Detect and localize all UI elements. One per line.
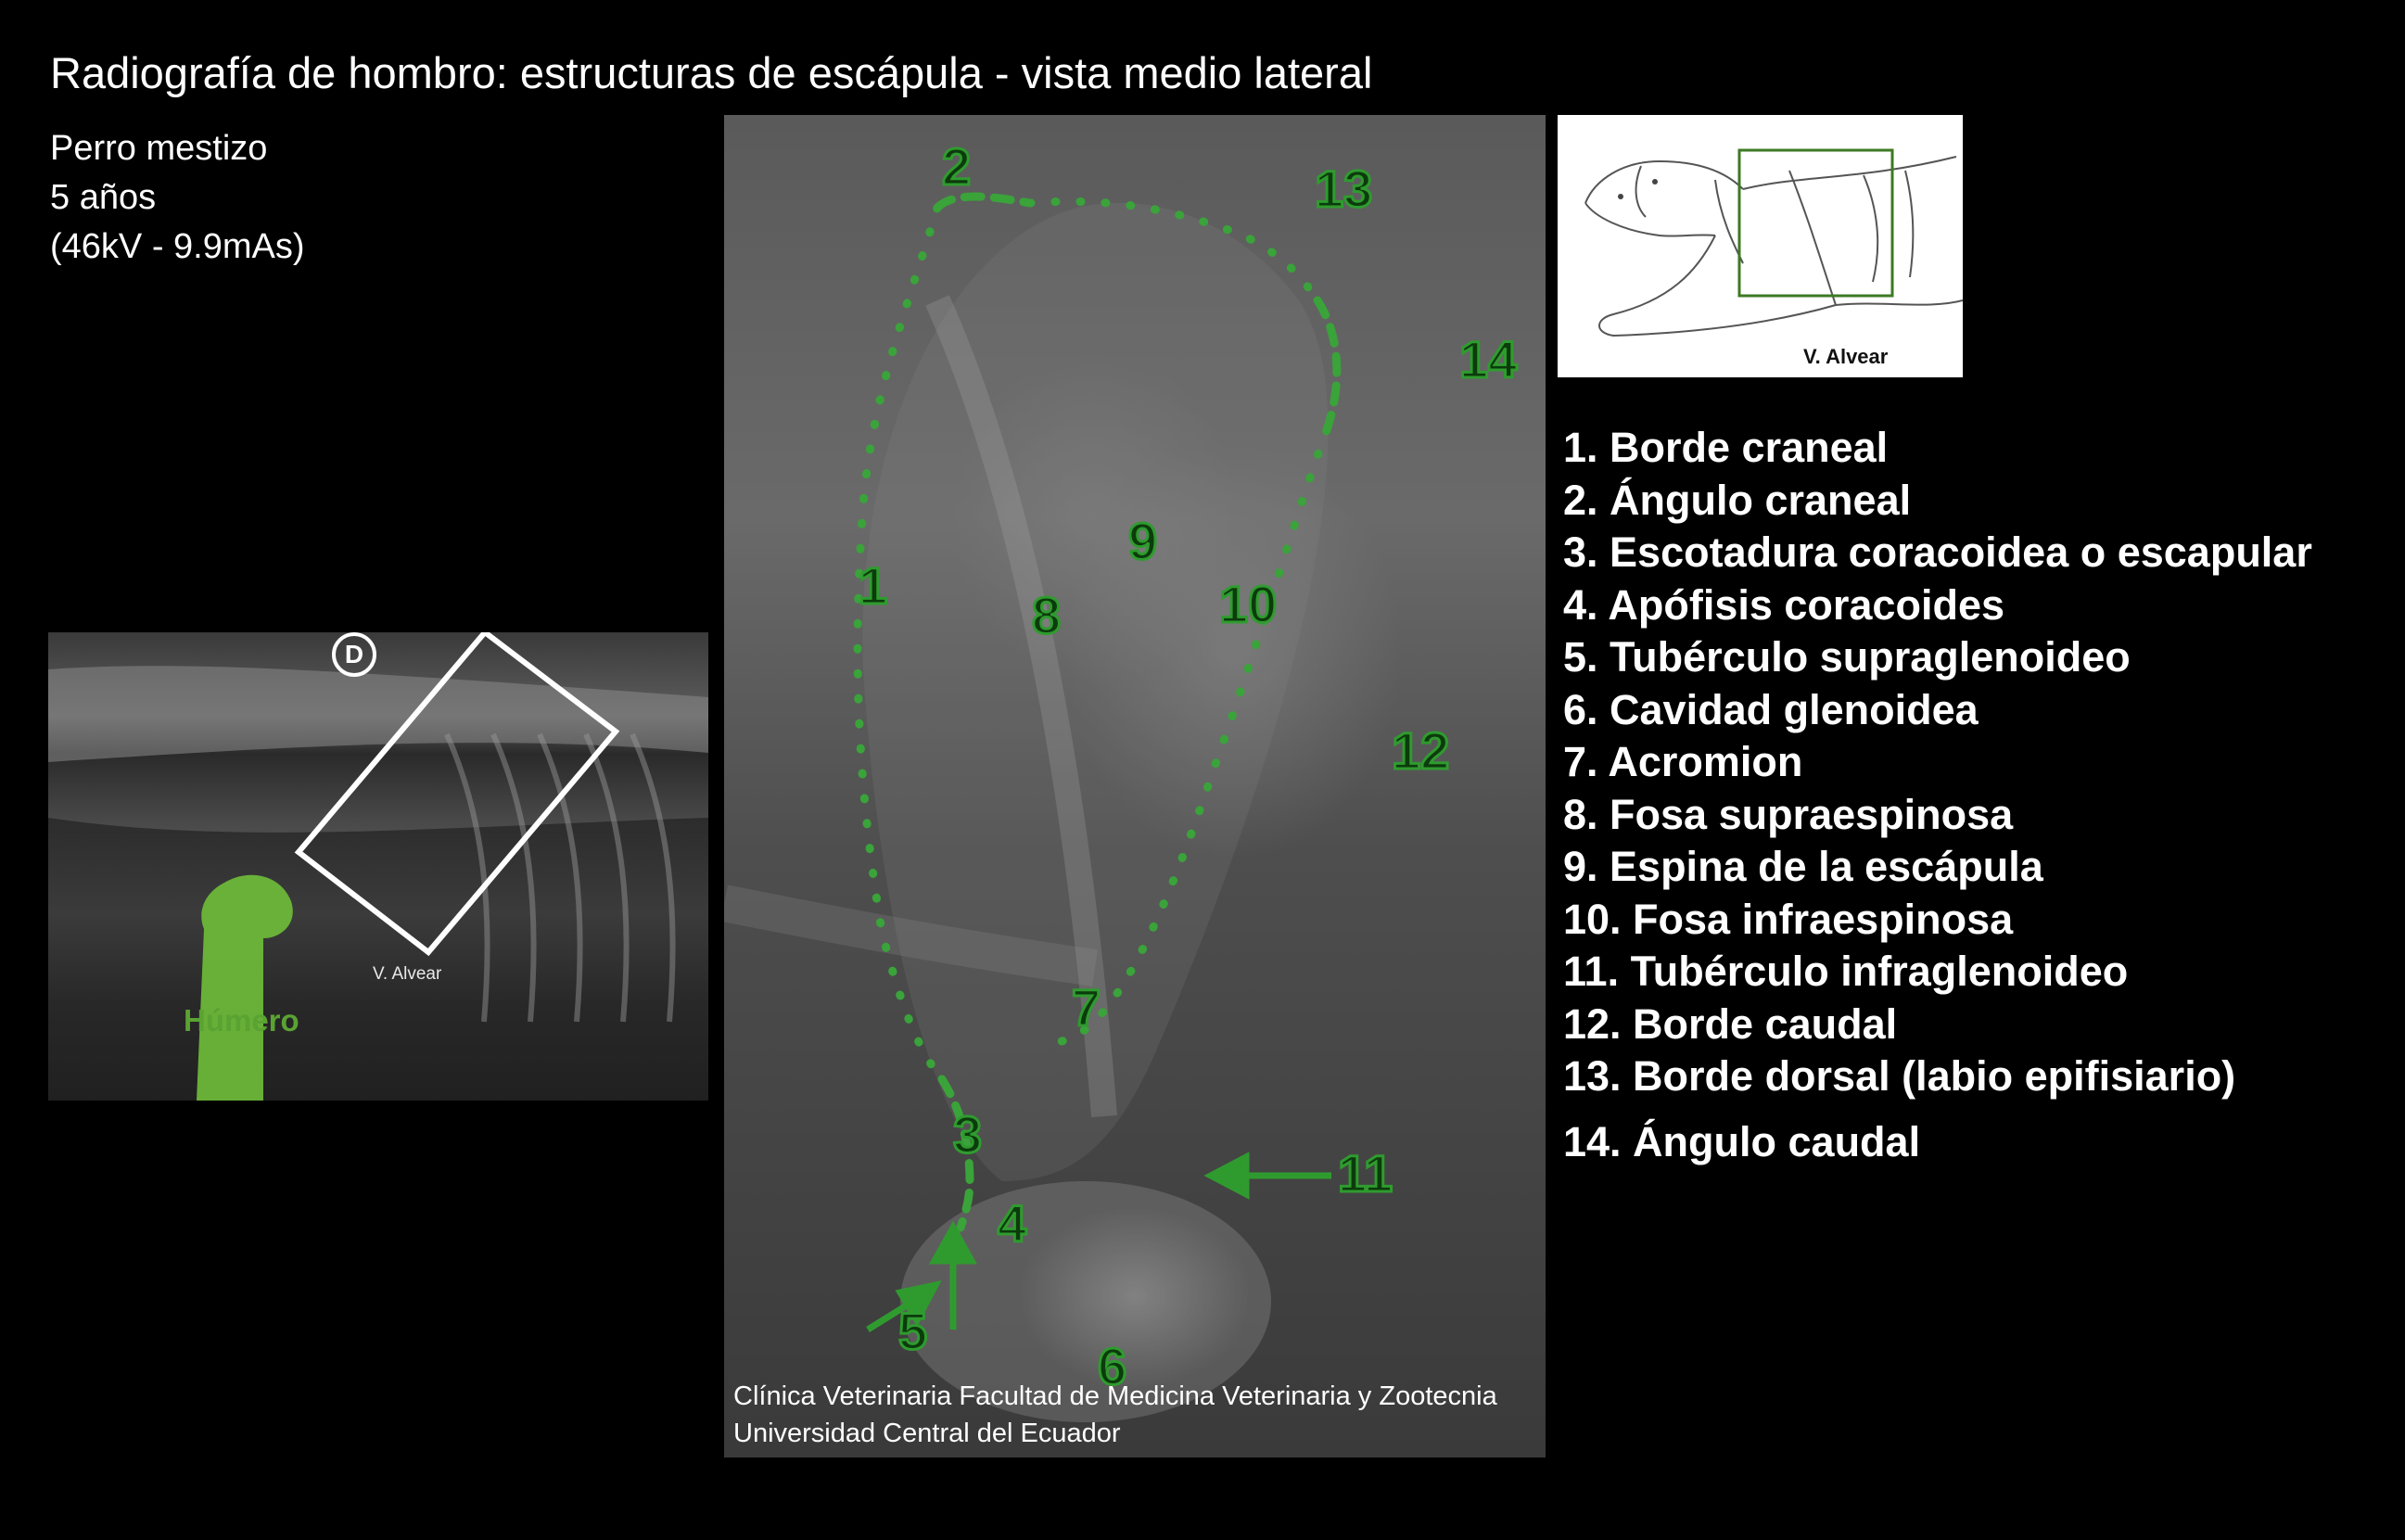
label-5: 5 [897, 1302, 928, 1360]
main-radiograph: 1 2 3 4 5 6 7 8 9 10 11 12 13 14 Clínica… [724, 115, 1546, 1457]
label-6: 6 [1096, 1337, 1127, 1395]
page-title: Radiografía de hombro: estructuras de es… [50, 48, 1373, 97]
clinic-credit: Clínica Veterinaria Facultad de Medicina… [733, 1378, 1497, 1452]
label-2: 2 [940, 137, 972, 196]
scapula-outline [724, 192, 1342, 1422]
legend-item: 7. Acromion [1563, 738, 1803, 785]
label-7: 7 [1070, 978, 1101, 1037]
label-8: 8 [1030, 586, 1062, 644]
legend-item: 10. Fosa infraespinosa [1563, 895, 2014, 943]
patient-age: 5 años [50, 178, 157, 217]
thumbnail-credit: V. Alvear [373, 964, 442, 984]
overview-radiograph-graphic [48, 632, 708, 1101]
legend-item: 8. Fosa supraespinosa [1563, 790, 2014, 838]
label-10: 10 [1217, 575, 1278, 633]
overview-radiograph: D V. Alvear Húmero [48, 632, 708, 1101]
legend-item: 9. Espina de la escápula [1563, 843, 2043, 890]
label-12: 12 [1390, 721, 1450, 780]
patient-info: Perro mestizo 5 años (46kV - 9.9mAs) [50, 124, 305, 272]
clinic-credit-line-2: Universidad Central del Ecuador [733, 1419, 1121, 1448]
structure-legend: 1. Borde craneal 2. Ángulo craneal 3. Es… [1563, 422, 2312, 1168]
patient-breed: Perro mestizo [50, 129, 268, 168]
label-1: 1 [857, 556, 888, 615]
label-9: 9 [1126, 512, 1158, 570]
legend-item: 1. Borde craneal [1563, 424, 1889, 471]
humerus-label: Húmero [184, 1003, 299, 1037]
clinic-credit-line-1: Clínica Veterinaria Facultad de Medicina… [733, 1381, 1497, 1411]
legend-item: 3. Escotadura coracoidea o escapular [1563, 528, 2312, 576]
label-11: 11 [1336, 1144, 1393, 1203]
label-13: 13 [1313, 159, 1373, 218]
exposure-settings: (46kV - 9.9mAs) [50, 227, 305, 266]
legend-item: 5. Tubérculo supraglenoideo [1563, 633, 2131, 681]
legend-item: 12. Borde caudal [1563, 999, 1898, 1048]
dog-illustration [1584, 148, 1963, 337]
legend-item: 2. Ángulo craneal [1563, 476, 1912, 524]
legend-item: 6. Cavidad glenoidea [1563, 685, 1979, 733]
label-4: 4 [996, 1194, 1027, 1253]
legend-item: 14. Ángulo caudal [1563, 1117, 1921, 1165]
legend-item: 11. Tubérculo infraglenoideo [1563, 948, 2129, 995]
dog-diagram-credit: V. Alvear [1803, 345, 1889, 368]
label-3: 3 [951, 1105, 983, 1164]
legend-item: 4. Apófisis coracoides [1563, 580, 2004, 629]
dog-position-diagram: V. Alvear [1558, 115, 1963, 377]
label-14: 14 [1457, 330, 1518, 388]
legend-item: 13. Borde dorsal (labio epifisiario) [1563, 1052, 2236, 1100]
orientation-badge: D [332, 632, 376, 677]
